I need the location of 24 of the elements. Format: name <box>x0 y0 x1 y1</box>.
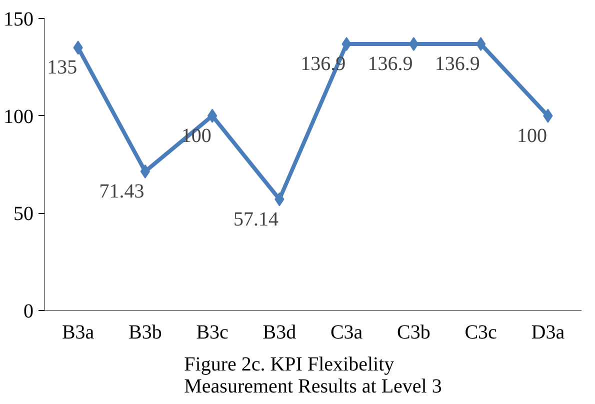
data-label: 71.43 <box>99 180 144 202</box>
data-label: 136.9 <box>434 53 480 75</box>
y-tick-label: 100 <box>4 106 34 128</box>
data-label: 57.14 <box>233 208 278 230</box>
x-tick-label: D3a <box>531 322 565 344</box>
y-tick-label: 50 <box>14 203 34 226</box>
x-tick-label: C3c <box>464 322 498 344</box>
x-tick-label: B3a <box>62 322 94 344</box>
point <box>476 37 486 51</box>
y-tick-label: 150 <box>4 8 34 30</box>
x-tick-label: B3d <box>262 322 296 344</box>
data-label: 136.9 <box>368 53 413 75</box>
text: Figure 2c. KPI Flexibelity Measurement Results at Level 3 <box>184 354 442 398</box>
data-label: 135 <box>47 56 78 79</box>
y-tick-label: 0 <box>24 300 34 322</box>
x-tick-label: B3b <box>128 322 162 344</box>
point <box>408 37 419 51</box>
x-tick-label: B3c <box>196 322 229 344</box>
data-label: 100 <box>516 124 547 147</box>
point <box>140 164 150 178</box>
x-tick-label: C3a <box>330 322 363 344</box>
point <box>342 37 352 51</box>
point <box>207 108 218 123</box>
x-tick-label: C3b <box>397 322 430 344</box>
